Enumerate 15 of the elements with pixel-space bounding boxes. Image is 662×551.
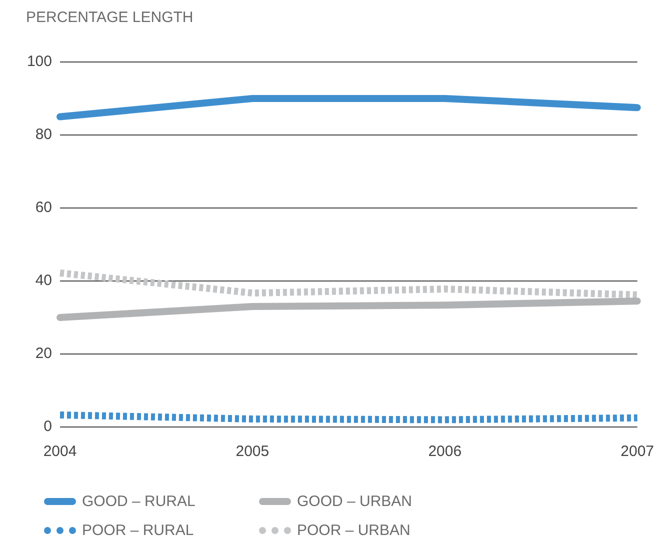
legend-label: GOOD – URBAN: [297, 493, 412, 510]
y-axis-title: PERCENTAGE LENGTH: [26, 9, 194, 26]
y-tick-label: 40: [35, 272, 52, 290]
x-tick-label: 2006: [428, 443, 462, 460]
y-tick-label: 60: [35, 199, 52, 216]
x-tick-label: 2004: [43, 443, 77, 460]
legend-label: GOOD – RURAL: [82, 493, 196, 510]
legend-label: POOR – RURAL: [82, 522, 194, 539]
y-tick-label: 20: [35, 345, 52, 362]
x-tick-label: 2005: [236, 443, 270, 460]
x-tick-label: 2007: [620, 443, 654, 460]
legend-label: POOR – URBAN: [297, 522, 410, 539]
y-tick-label: 0: [44, 418, 52, 436]
y-tick-label: 80: [35, 126, 52, 144]
y-tick-label: 100: [26, 53, 52, 70]
